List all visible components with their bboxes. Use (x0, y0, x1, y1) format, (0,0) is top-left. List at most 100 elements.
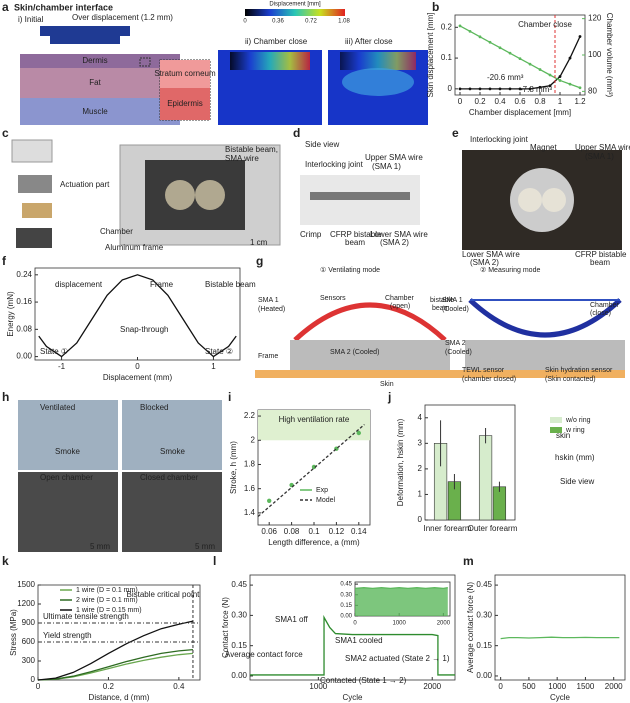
panel-label: l (213, 554, 216, 568)
label: (Heated) (258, 306, 285, 313)
smoke-photos (18, 400, 222, 552)
marker (468, 87, 472, 91)
annotation: skin (556, 431, 570, 440)
legend-label: w ring (565, 427, 585, 434)
marker (478, 35, 482, 39)
label: Crimp (300, 230, 322, 239)
label: (close) (590, 310, 611, 317)
point (267, 498, 272, 503)
y2-tick-label: 120 (588, 14, 602, 23)
marker (478, 87, 482, 91)
label: Skin (380, 381, 394, 388)
label: SMA 2 (Cooled) (330, 349, 379, 356)
y-axis-label: Stress (MPa) (9, 609, 18, 656)
legend-label: 2 wire (D = 0.1 mm) (76, 597, 138, 604)
x-tick-label: Inner forearm (423, 524, 471, 533)
label: (Cooled) (442, 306, 469, 313)
y-axis-label: Energy (mN) (6, 291, 15, 337)
y-tick-label: 0.15 (476, 641, 492, 650)
x-tick-label: 0 (458, 97, 463, 106)
marker (518, 87, 522, 91)
line (37, 620, 194, 681)
label: (SMA 2) (380, 238, 409, 247)
label: beam (345, 238, 365, 247)
x-tick-label: 1 (558, 97, 563, 106)
x-tick-label: 0.2 (103, 682, 115, 691)
y-tick-label: 0.30 (231, 610, 247, 619)
label: Lower SMA wire (462, 250, 520, 259)
label: Lower SMA wire (370, 230, 428, 239)
label: Fat (89, 78, 101, 87)
x-tick-label: 0 (498, 682, 503, 691)
label: Ultimate tensile strength (43, 612, 129, 621)
y-tick-label: 0.16 (16, 297, 32, 306)
x-tick-label: 0.1 (308, 527, 320, 536)
annotation: -20.6 mm³ (487, 73, 524, 82)
label: Magnet (530, 143, 557, 152)
legend-label: Model (316, 497, 336, 504)
label: Chamber (100, 227, 133, 236)
label: (Skin contacted) (545, 376, 596, 383)
label: Actuation part (60, 180, 110, 189)
plot-frame (424, 404, 516, 521)
marker (568, 82, 572, 86)
marker (488, 87, 492, 91)
marker (578, 35, 582, 38)
x-tick-label: Outer forearm (468, 524, 518, 533)
label: Ventilated (40, 403, 75, 412)
marker (558, 79, 562, 82)
label: beam (590, 258, 610, 267)
label: (SMA 2) (470, 258, 499, 267)
label: Skin hydration sensor (545, 367, 613, 374)
panel-label: k (2, 554, 9, 568)
plot-frame (249, 574, 456, 681)
legend-label: 1 wire (D = 0.1 mm) (76, 587, 138, 594)
label: Chamber (590, 302, 619, 309)
label: Upper SMA wire (575, 143, 630, 152)
label: Stratum corneum (154, 69, 216, 78)
label: High ventilation rate (279, 415, 350, 424)
marker (568, 56, 572, 60)
area (355, 587, 448, 616)
annotation: hskin (mm) (555, 453, 595, 462)
x-tick-label: 500 (522, 682, 536, 691)
label: Blocked (140, 403, 168, 412)
annotation: State ② (205, 347, 233, 356)
label: Muscle (82, 107, 108, 116)
label: Chamber (385, 295, 414, 302)
y-tick-label: 0.00 (16, 352, 32, 361)
line (354, 587, 448, 590)
x-tick-label: 0.6 (514, 97, 526, 106)
y-tick-label: 2 (418, 464, 423, 473)
y-tick-label: 0.45 (231, 580, 247, 589)
label: CFRP bistable (330, 230, 382, 239)
marker (528, 87, 532, 91)
label: Frame (258, 353, 278, 360)
label: SMA 2 (445, 340, 466, 347)
y-tick-label: 0.15 (340, 603, 352, 609)
marker (468, 29, 472, 33)
y-tick-label: 0.08 (16, 324, 32, 333)
y-tick-label: 0.45 (476, 580, 492, 589)
label: i) Initial (18, 15, 44, 24)
label: Interlocking joint (305, 160, 364, 169)
point (356, 430, 361, 436)
label: Yield strength (43, 631, 92, 640)
label: Smoke (160, 447, 185, 456)
y-tick-label: 0 (448, 84, 453, 93)
label: Interlocking joint (470, 135, 529, 144)
x-axis-label: Displacement (mm) (103, 373, 173, 382)
y-tick-label: 0.45 (340, 582, 352, 588)
y-axis-label: Contact force (N) (221, 597, 230, 658)
x-tick-label: 2000 (437, 621, 451, 627)
annotation: Contacted (State 1 → 2) (320, 676, 407, 685)
y-tick-label: 0.00 (231, 671, 247, 680)
x-tick-label: 1.2 (574, 97, 586, 106)
ref-band (258, 410, 370, 441)
panel-label: h (2, 390, 9, 404)
x-tick-label: 0.4 (494, 97, 506, 106)
x-tick-label: 1500 (577, 682, 595, 691)
label: ii) Chamber close (245, 37, 308, 46)
y-tick-label: 1200 (17, 599, 35, 608)
y2-tick-label: 80 (588, 86, 597, 95)
